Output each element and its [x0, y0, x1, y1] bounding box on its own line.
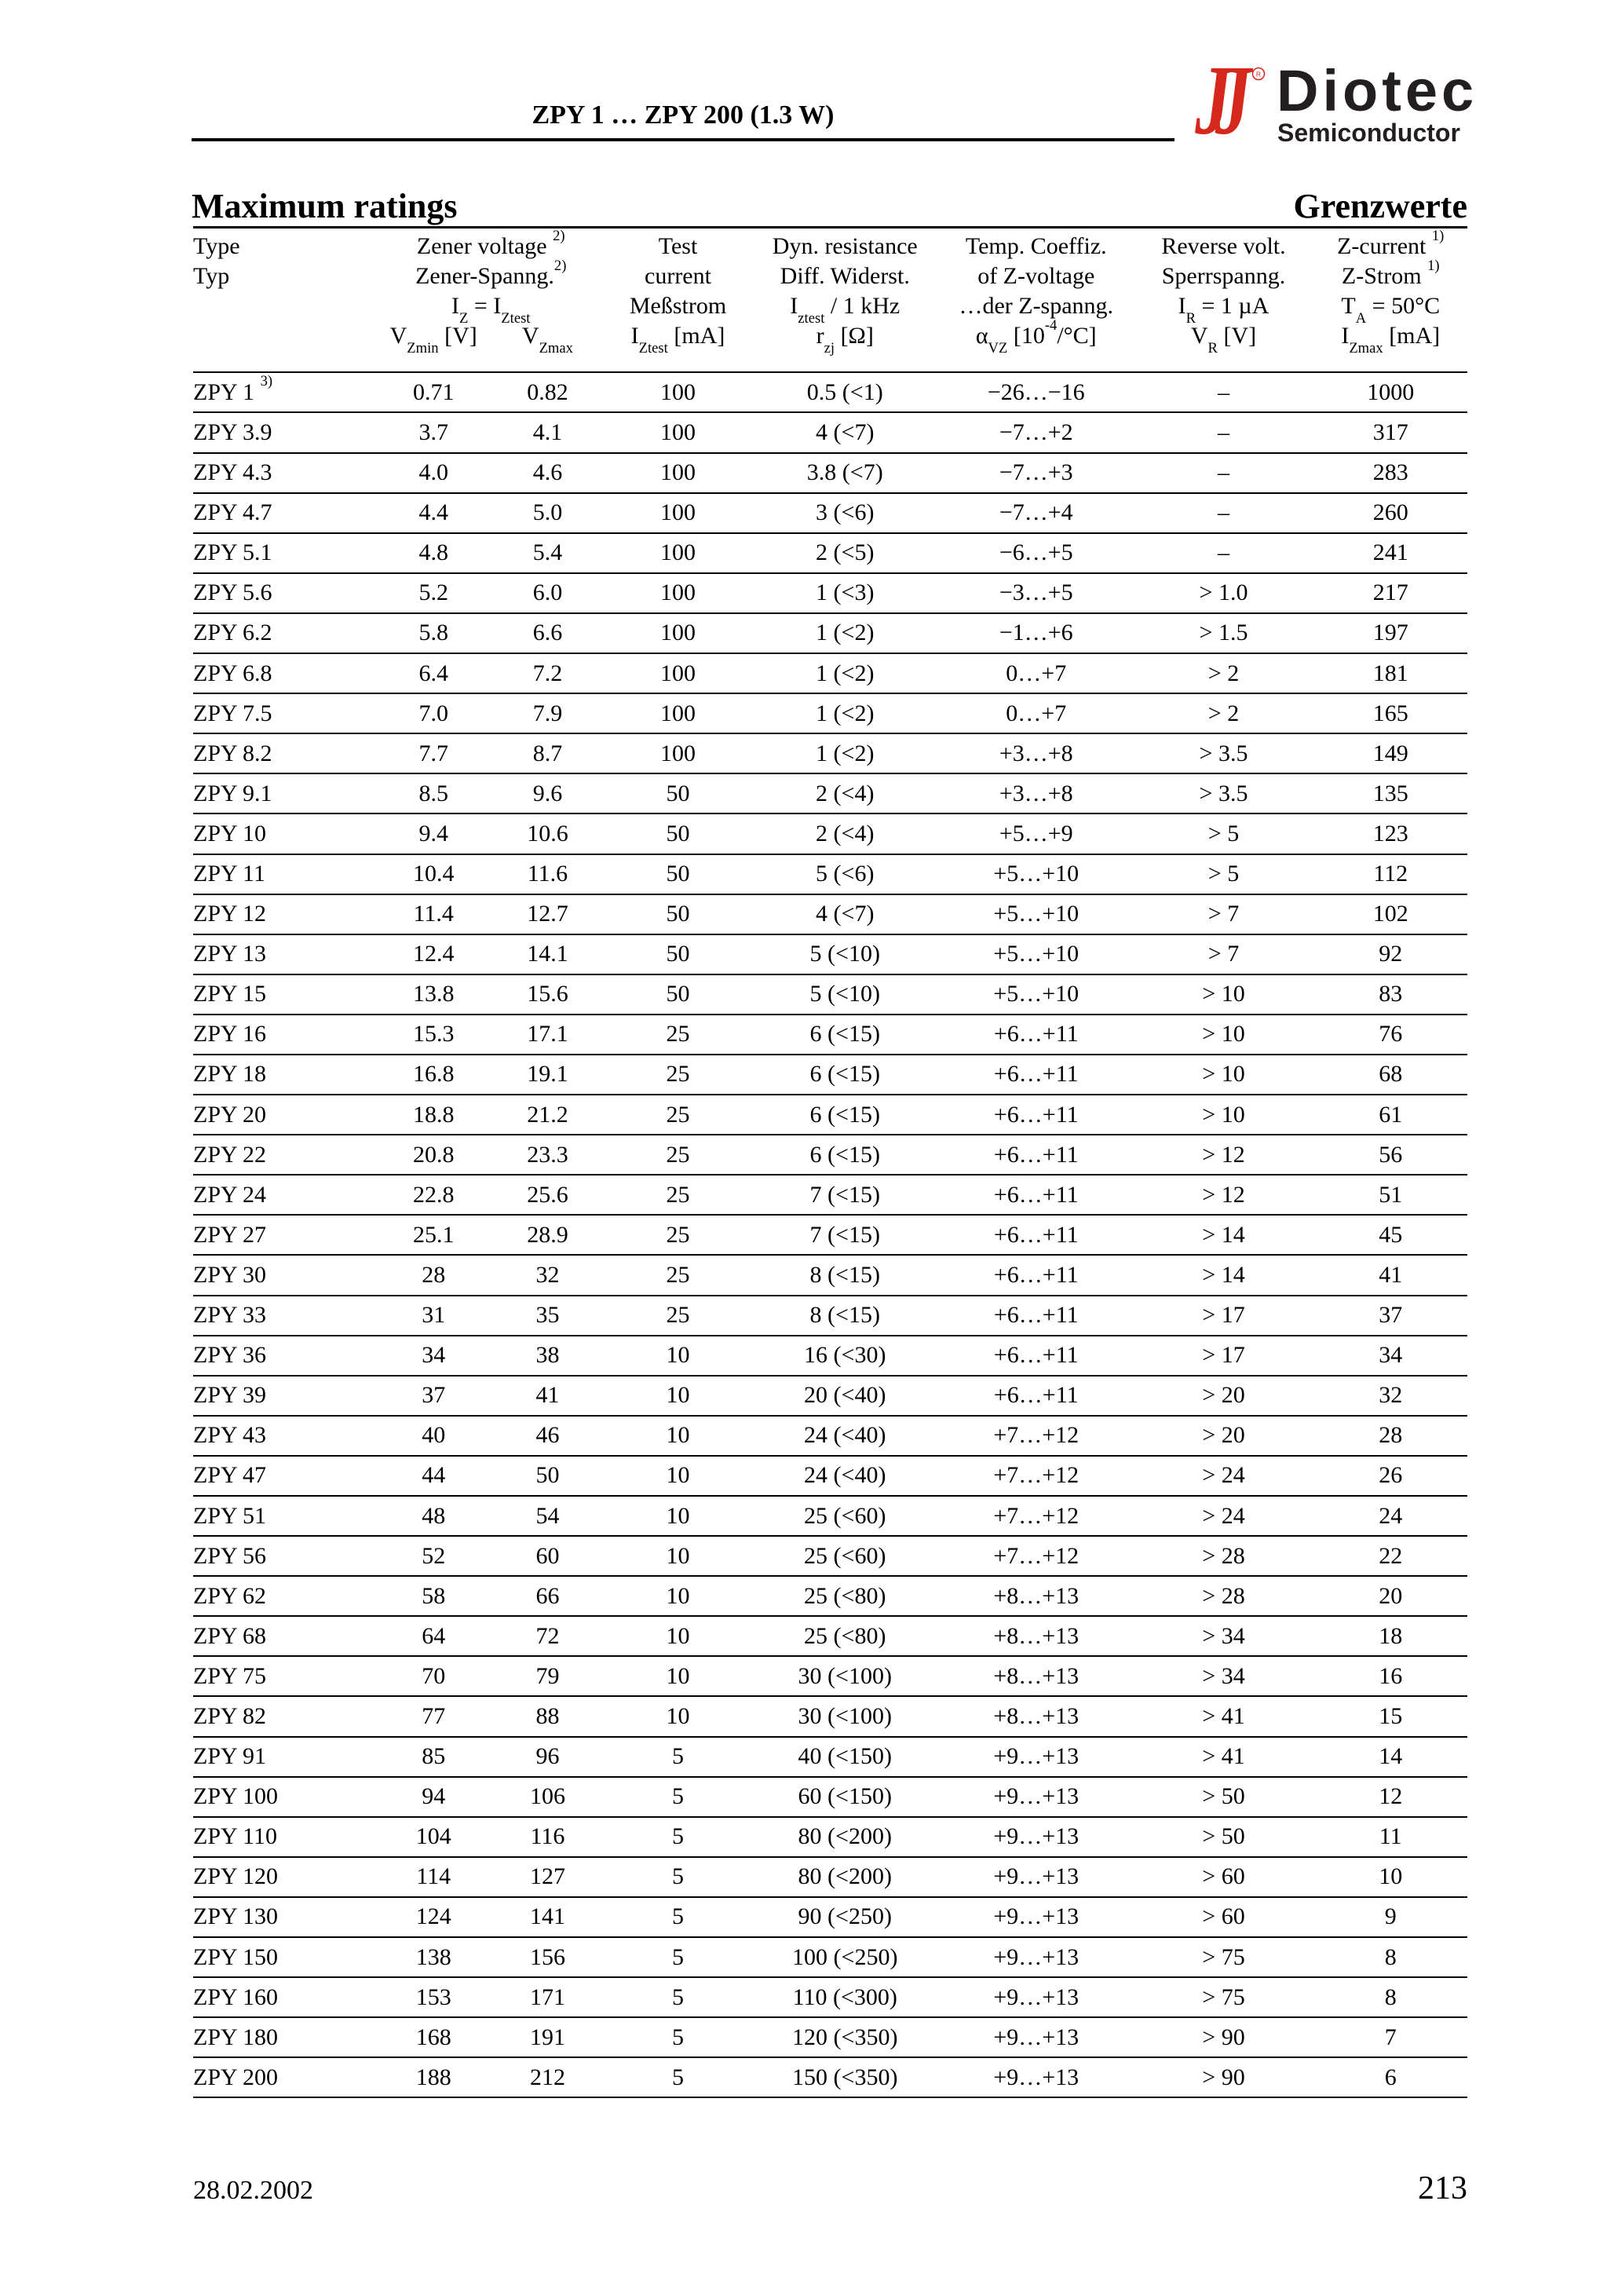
svg-text:Semiconductor: Semiconductor: [1277, 119, 1460, 147]
svg-text:JJ: JJ: [1194, 47, 1254, 155]
svg-text:Diotec: Diotec: [1277, 58, 1478, 123]
svg-text:R: R: [1256, 70, 1261, 78]
